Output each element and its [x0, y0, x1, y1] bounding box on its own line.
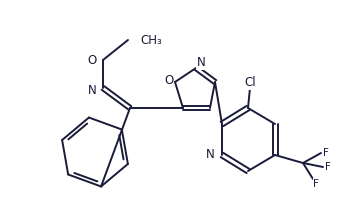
Text: O: O: [88, 54, 97, 66]
Text: N: N: [88, 84, 97, 97]
Text: CH₃: CH₃: [140, 33, 162, 46]
Text: N: N: [197, 56, 205, 70]
Text: N: N: [206, 149, 215, 162]
Text: F: F: [313, 179, 319, 189]
Text: F: F: [323, 148, 329, 158]
Text: F: F: [325, 162, 331, 172]
Text: Cl: Cl: [244, 76, 256, 89]
Text: O: O: [164, 74, 174, 87]
